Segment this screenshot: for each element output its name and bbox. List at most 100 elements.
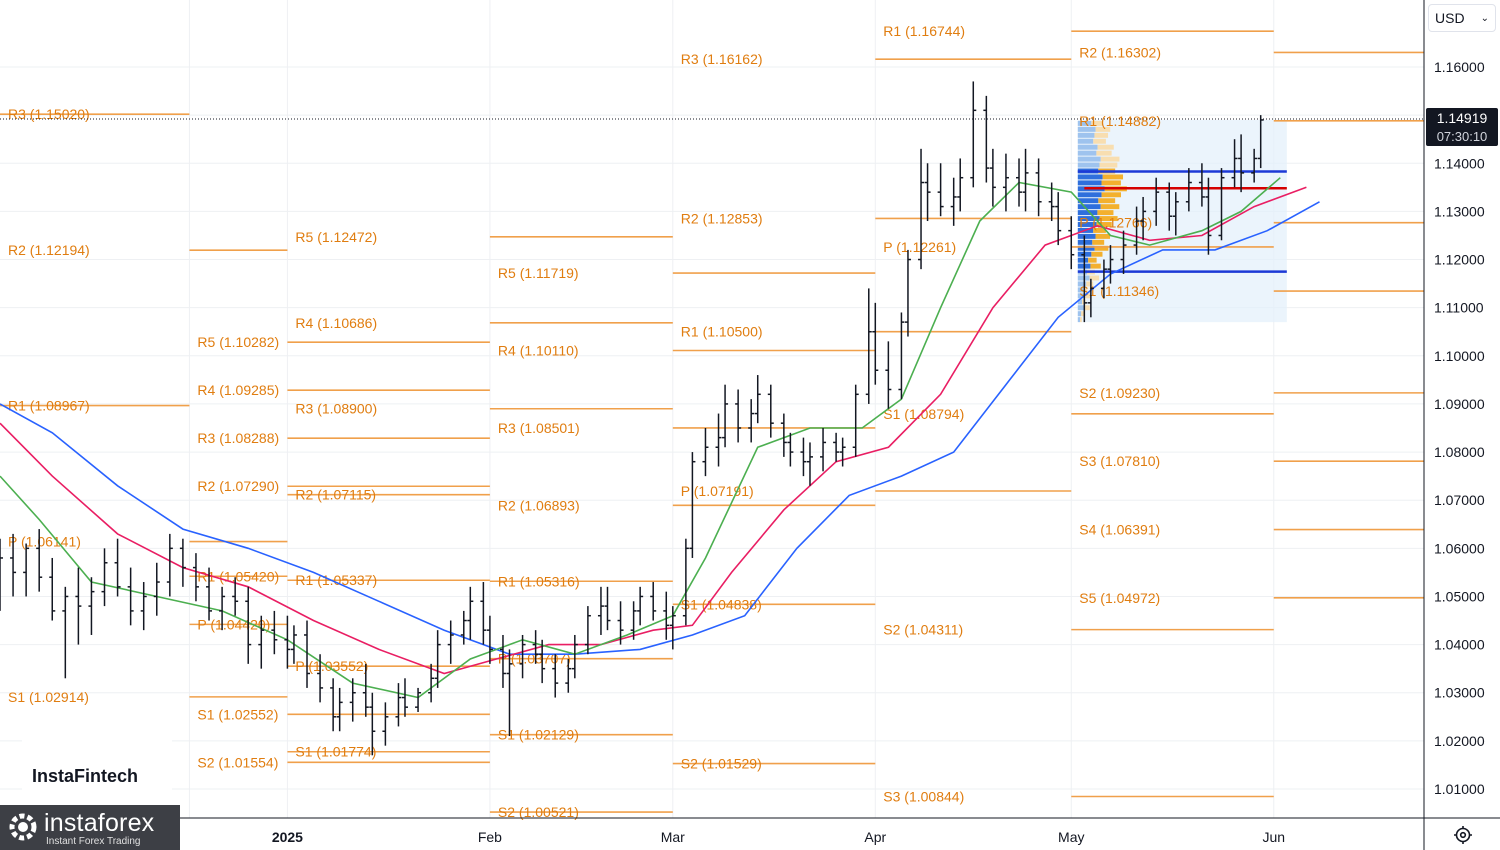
x-tick-label: 2025 <box>272 829 303 845</box>
ohlc-bar <box>1100 259 1107 299</box>
volume-bar <box>1077 156 1101 162</box>
ohlc-bar <box>983 95 990 183</box>
x-tick-label: Jun <box>1262 829 1285 845</box>
ohlc-bar <box>395 683 402 727</box>
ohlc-bar <box>192 553 199 602</box>
ohlc-bar <box>460 610 467 645</box>
y-tick-label: 1.09000 <box>1434 396 1485 412</box>
ohlc-bar <box>754 375 761 424</box>
pivot-label: R2 (1.06893) <box>498 497 580 513</box>
ohlc-bar <box>571 634 578 679</box>
ohlc-bar <box>506 649 513 737</box>
ohlc-bar <box>219 586 226 631</box>
current-price-tag: 1.14919 07:30:10 <box>1426 108 1498 146</box>
volume-bar <box>1093 227 1106 233</box>
volume-bar <box>1097 210 1114 216</box>
ohlc-bar <box>950 177 957 226</box>
ohlc-bar <box>1081 235 1088 323</box>
moving-average-fast-line <box>0 177 1281 699</box>
ohlc-bar <box>630 601 637 640</box>
ohlc-bar <box>604 586 611 631</box>
pivot-label: R1 (1.10500) <box>681 324 763 340</box>
volume-bar <box>1090 263 1101 269</box>
logo-text: instaforex <box>44 809 155 837</box>
ohlc-bar <box>62 586 69 679</box>
pivot-label: P (1.12261) <box>883 239 956 255</box>
ohlc-bar <box>1055 192 1062 246</box>
x-tick-label: Apr <box>864 829 886 845</box>
brand-watermark: InstaFintech <box>22 738 172 808</box>
ohlc-bar <box>617 601 624 645</box>
volume-bar <box>1077 150 1097 156</box>
chevron-down-icon: ⌄ <box>1480 12 1489 24</box>
ohlc-bar <box>937 163 944 217</box>
ohlc-bar <box>767 384 774 438</box>
ohlc-bar <box>1120 230 1127 274</box>
ohlc-bar <box>552 654 559 698</box>
ohlc-bar <box>1022 148 1029 212</box>
currency-dropdown[interactable]: USD ⌄ <box>1428 4 1496 32</box>
ohlc-bar <box>10 533 17 597</box>
ohlc-bar <box>715 413 722 467</box>
brand-name: InstaFintech <box>32 766 139 786</box>
volume-bar <box>1077 120 1092 126</box>
ohlc-bar <box>401 678 408 717</box>
pivot-label: R4 (1.09285) <box>197 382 279 398</box>
pivot-label: S1 (1.11346) <box>1079 283 1159 299</box>
volume-bar <box>1088 257 1097 263</box>
ohlc-bar <box>689 452 696 558</box>
volume-bar <box>1102 174 1124 180</box>
ohlc-bar <box>663 591 670 640</box>
pivot-label: P (1.06141) <box>8 534 81 550</box>
logo-subtitle: Instant Forex Trading <box>46 836 141 847</box>
ohlc-bar <box>36 529 43 592</box>
volume-bar <box>1100 204 1120 210</box>
volume-bar <box>1077 299 1083 305</box>
ohlc-bar <box>1166 182 1173 231</box>
pivot-label: S3 (1.07810) <box>1079 453 1160 469</box>
volume-bar <box>1085 293 1092 299</box>
volume-bar <box>1083 287 1088 293</box>
volume-bar <box>1077 192 1102 198</box>
volume-bar <box>1077 317 1080 323</box>
ohlc-bar <box>153 562 160 616</box>
y-tick-label: 1.13000 <box>1434 203 1485 219</box>
ohlc-bar <box>1140 196 1147 241</box>
ohlc-bar <box>140 582 147 631</box>
volume-bar <box>1092 239 1105 245</box>
ohlc-bar <box>434 630 441 688</box>
ohlc-bar <box>539 639 546 684</box>
volume-bar <box>1081 311 1084 317</box>
ohlc-bar <box>1185 168 1192 212</box>
ohlc-bar <box>989 148 996 207</box>
volume-bar <box>1094 132 1109 138</box>
volume-bar <box>1077 138 1094 144</box>
pivot-label: R3 (1.08288) <box>197 430 279 446</box>
ohlc-bar <box>467 586 474 640</box>
pivot-label: R3 (1.08900) <box>295 401 377 417</box>
volume-bar <box>1086 281 1094 287</box>
ohlc-bars <box>0 81 1264 756</box>
ohlc-bar <box>852 384 859 457</box>
volume-bar <box>1077 305 1085 311</box>
volume-bar <box>1093 138 1106 144</box>
ohlc-bar <box>735 389 742 443</box>
pivot-label: R5 (1.11719) <box>498 265 579 281</box>
ohlc-bar <box>127 567 134 626</box>
pivot-label: S1 (1.01774) <box>295 744 376 760</box>
volume-bar <box>1077 198 1099 204</box>
ohlc-bar <box>232 577 239 616</box>
pivot-label: S2 (1.09230) <box>1079 385 1160 401</box>
pivot-label: S1 (1.02552) <box>197 706 278 722</box>
ohlc-bar <box>565 659 572 693</box>
ohlc-bar <box>166 533 173 597</box>
settings-icon[interactable] <box>1452 824 1474 846</box>
y-tick-label: 1.02000 <box>1434 733 1485 749</box>
volume-bar <box>1097 144 1114 150</box>
y-tick-label: 1.08000 <box>1434 444 1485 460</box>
volume-bar <box>1091 120 1103 126</box>
y-tick-label: 1.16000 <box>1434 59 1485 75</box>
ohlc-bar <box>49 557 56 621</box>
ohlc-bar <box>290 625 297 664</box>
